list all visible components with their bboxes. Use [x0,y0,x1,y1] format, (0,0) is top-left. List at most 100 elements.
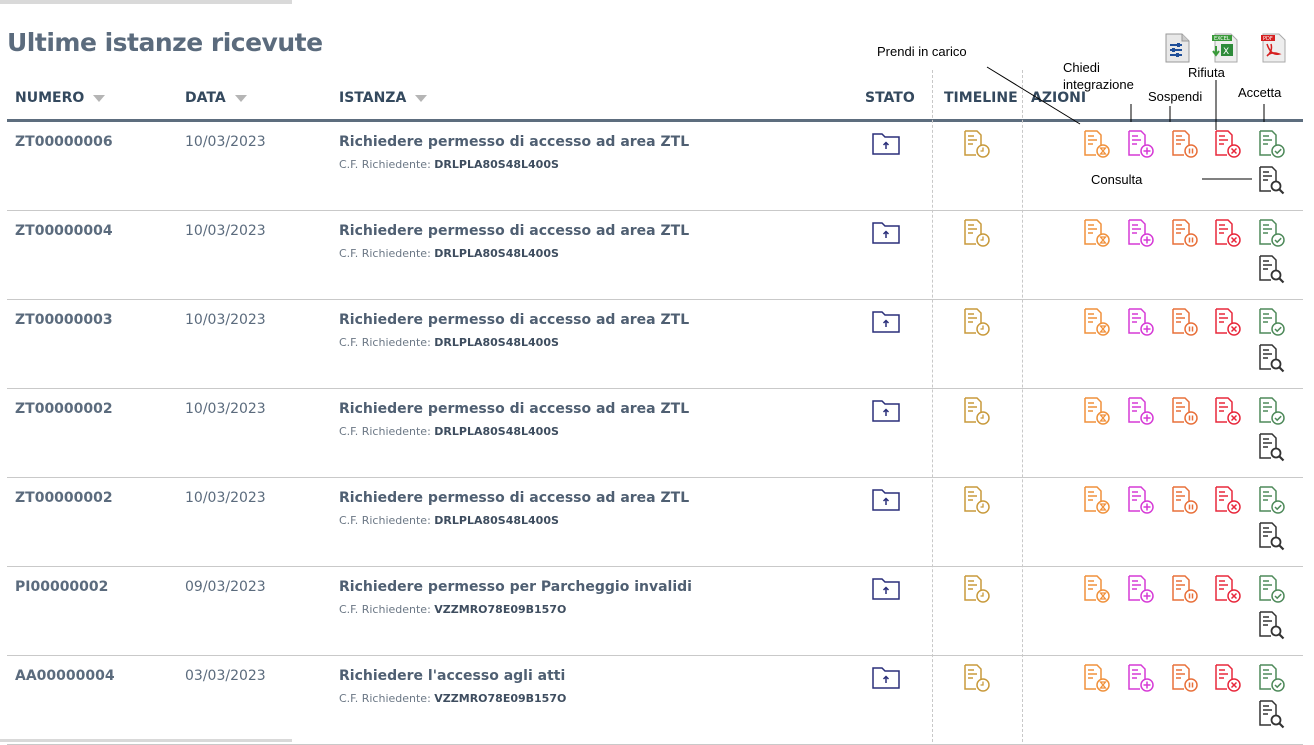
export-settings-button[interactable] [1162,32,1192,64]
timeline-button[interactable] [962,663,992,693]
stato-button[interactable] [871,218,901,248]
consulta-button[interactable] [1257,343,1287,373]
prendi-in-carico-button[interactable] [1082,485,1112,515]
rifiuta-button[interactable] [1213,218,1243,248]
cf-richiedente: C.F. Richiedente: DRLPLA80S48L400S [339,336,559,349]
export-excel-button[interactable]: EXCEL X [1210,32,1240,64]
data: 10/03/2023 [185,490,266,506]
consulta-button[interactable] [1257,254,1287,284]
sospendi-button[interactable] [1170,218,1200,248]
prendi-in-carico-button[interactable] [1082,129,1112,159]
doc-clock-icon [962,308,992,341]
doc-hourglass-icon [1082,219,1112,252]
prendi-in-carico-button[interactable] [1082,663,1112,693]
rifiuta-button[interactable] [1213,129,1243,159]
stato-button[interactable] [871,129,901,159]
stato-button[interactable] [871,396,901,426]
accetta-button[interactable] [1257,574,1287,604]
annotation-chiedi: Chiedi integrazione [1063,60,1134,92]
doc-check-icon [1257,130,1287,163]
rifiuta-button[interactable] [1213,574,1243,604]
sospendi-button[interactable] [1170,129,1200,159]
consulta-button[interactable] [1257,432,1287,462]
annotation-prendi: Prendi in carico [877,44,967,59]
folder-upload-icon [871,311,901,341]
sospendi-button[interactable] [1170,485,1200,515]
sospendi-button[interactable] [1170,396,1200,426]
timeline-button[interactable] [962,307,992,337]
timeline-button[interactable] [962,129,992,159]
doc-search-icon [1257,611,1287,644]
rifiuta-button[interactable] [1213,485,1243,515]
istanza-title: Richiedere permesso di accesso ad area Z… [339,401,690,417]
column-header-data[interactable]: DATA [185,90,247,106]
consulta-button[interactable] [1257,165,1287,195]
column-header-numero[interactable]: NUMERO [15,90,106,106]
doc-check-icon [1257,486,1287,519]
timeline-button[interactable] [962,396,992,426]
doc-clock-icon [962,664,992,697]
numero[interactable]: ZT00000003 [15,312,113,328]
chiedi-integrazione-button[interactable] [1126,307,1156,337]
doc-x-icon [1213,575,1243,608]
doc-plus-icon [1126,397,1156,430]
accetta-button[interactable] [1257,396,1287,426]
doc-clock-icon [962,575,992,608]
consulta-button[interactable] [1257,699,1287,729]
numero[interactable]: AA00000004 [15,668,115,684]
timeline-button[interactable] [962,574,992,604]
prendi-in-carico-button[interactable] [1082,307,1112,337]
cf-richiedente: C.F. Richiedente: DRLPLA80S48L400S [339,514,559,527]
column-divider [1022,70,1023,742]
accetta-button[interactable] [1257,129,1287,159]
istanza-title: Richiedere permesso per Parcheggio inval… [339,579,692,595]
doc-check-icon [1257,219,1287,252]
table-row: PI00000002 09/03/2023 Richiedere permesso … [7,566,1303,656]
column-header-istanza[interactable]: ISTANZA [339,90,428,106]
timeline-button[interactable] [962,218,992,248]
stato-button[interactable] [871,307,901,337]
chiedi-integrazione-button[interactable] [1126,485,1156,515]
consulta-button[interactable] [1257,521,1287,551]
numero[interactable]: ZT00000002 [15,401,113,417]
sospendi-button[interactable] [1170,663,1200,693]
chiedi-integrazione-button[interactable] [1126,396,1156,426]
accetta-button[interactable] [1257,307,1287,337]
sospendi-button[interactable] [1170,307,1200,337]
chiedi-integrazione-button[interactable] [1126,129,1156,159]
stato-button[interactable] [871,663,901,693]
stato-button[interactable] [871,485,901,515]
chiedi-integrazione-button[interactable] [1126,218,1156,248]
prendi-in-carico-button[interactable] [1082,218,1112,248]
export-pdf-button[interactable]: PDF [1258,32,1288,64]
doc-check-icon [1257,397,1287,430]
rifiuta-button[interactable] [1213,307,1243,337]
page-title: Ultime istanze ricevute [7,28,323,57]
top-scrollbar [0,0,292,4]
doc-search-icon [1257,700,1287,733]
accetta-button[interactable] [1257,218,1287,248]
chiedi-integrazione-button[interactable] [1126,574,1156,604]
timeline-button[interactable] [962,485,992,515]
table-row: ZT00000003 10/03/2023 Richiedere permesso … [7,299,1303,389]
accetta-button[interactable] [1257,663,1287,693]
sospendi-button[interactable] [1170,574,1200,604]
table-row: ZT00000006 10/03/2023 Richiedere permesso … [7,121,1303,211]
doc-pause-icon [1170,664,1200,697]
column-header-stato: STATO [865,90,915,106]
rifiuta-button[interactable] [1213,663,1243,693]
numero[interactable]: ZT00000006 [15,134,113,150]
consulta-button[interactable] [1257,610,1287,640]
stato-button[interactable] [871,574,901,604]
chiedi-integrazione-button[interactable] [1126,663,1156,693]
prendi-in-carico-button[interactable] [1082,574,1112,604]
doc-plus-icon [1126,486,1156,519]
numero[interactable]: ZT00000002 [15,490,113,506]
annotation-consulta: Consulta [1091,172,1143,187]
accetta-button[interactable] [1257,485,1287,515]
prendi-in-carico-button[interactable] [1082,396,1112,426]
folder-upload-icon [871,400,901,430]
rifiuta-button[interactable] [1213,396,1243,426]
numero[interactable]: ZT00000004 [15,223,113,239]
numero[interactable]: PI00000002 [15,579,109,595]
